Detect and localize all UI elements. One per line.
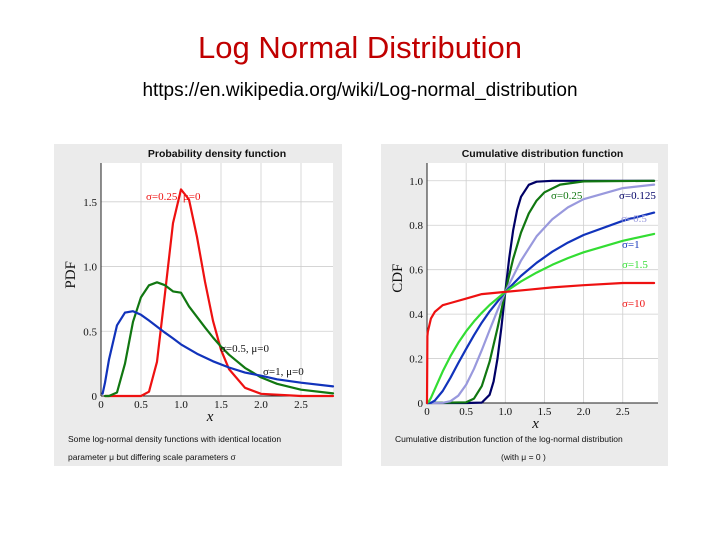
y-tick-label: 1.5 <box>83 197 97 209</box>
x-tick-label: 2.5 <box>616 406 630 418</box>
y-axis-label: CDF <box>390 264 406 293</box>
x-tick-label: 0 <box>424 406 430 418</box>
y-tick-label: 1.0 <box>83 262 97 274</box>
series-label: σ=10 <box>622 298 646 310</box>
series-line <box>425 179 656 405</box>
y-tick-label: 0 <box>418 398 424 410</box>
chart-caption: parameter μ but differing scale paramete… <box>68 452 237 462</box>
series-line <box>101 310 335 395</box>
y-tick-label: 0 <box>92 391 98 403</box>
series-label: σ=1 <box>622 239 640 251</box>
x-tick-label: 1.0 <box>174 399 188 411</box>
pdf-chart: Probability density function 0 0.5 1.0 1.5 2.… <box>63 148 335 462</box>
chart-caption: Some log-normal density functions with i… <box>68 434 281 444</box>
series-label: σ=1.5 <box>622 259 648 271</box>
x-tick-label: 1.5 <box>214 399 228 411</box>
chart-caption: Cumulative distribution function of the … <box>395 434 623 444</box>
series-label: σ=1, μ=0 <box>263 366 304 378</box>
y-tick-label: 0.2 <box>409 354 423 366</box>
x-axis-label: x <box>531 416 539 432</box>
y-tick-label: 1.0 <box>409 176 423 188</box>
y-axis-label: PDF <box>63 261 79 289</box>
x-tick-label: 0.5 <box>134 399 148 411</box>
x-tick-label: 1.5 <box>538 406 552 418</box>
x-tick-label: 2.5 <box>294 399 308 411</box>
series-line <box>103 281 335 398</box>
series-line <box>425 281 656 405</box>
source-url[interactable]: https://en.wikipedia.org/wiki/Log-normal… <box>142 80 578 101</box>
series-line <box>425 211 656 405</box>
cdf-chart: Cumulative distribution function 0 0.5 1.0 1… <box>390 148 658 462</box>
chart-caption: (with μ = 0 ) <box>501 452 546 462</box>
cdf-chart-panel: Cumulative distribution function 0 0.5 1.0 1… <box>381 144 668 466</box>
series-label: σ=0.25 <box>551 190 583 202</box>
x-tick-label: 0.5 <box>459 406 473 418</box>
series-line <box>425 232 656 405</box>
chart-title: Probability density function <box>148 148 286 160</box>
y-tick-label: 0.4 <box>409 309 423 321</box>
x-tick-label: 2.0 <box>577 406 591 418</box>
y-tick-label: 0.8 <box>409 220 423 232</box>
x-tick-label: 1.0 <box>498 406 512 418</box>
y-tick-label: 0.6 <box>409 265 423 277</box>
slide-title: Log Normal Distribution <box>198 30 522 65</box>
series-label: σ=0.5, μ=0 <box>220 343 269 355</box>
series-line <box>425 183 656 405</box>
series-label: σ=0.5 <box>621 213 647 225</box>
x-tick-label: 2.0 <box>254 399 268 411</box>
series-label: σ=0.125 <box>619 190 656 202</box>
x-axis-label: x <box>206 409 214 425</box>
y-tick-label: 0.5 <box>83 326 97 338</box>
series-line <box>103 188 335 398</box>
series-line <box>425 179 656 405</box>
pdf-chart-panel: Probability density function 0 0.5 1.0 1.5 2.… <box>54 144 342 466</box>
series-label: σ=0.25, μ=0 <box>146 191 201 203</box>
x-tick-label: 0 <box>98 399 104 411</box>
chart-title: Cumulative distribution function <box>462 148 624 160</box>
plot-area <box>101 163 333 396</box>
